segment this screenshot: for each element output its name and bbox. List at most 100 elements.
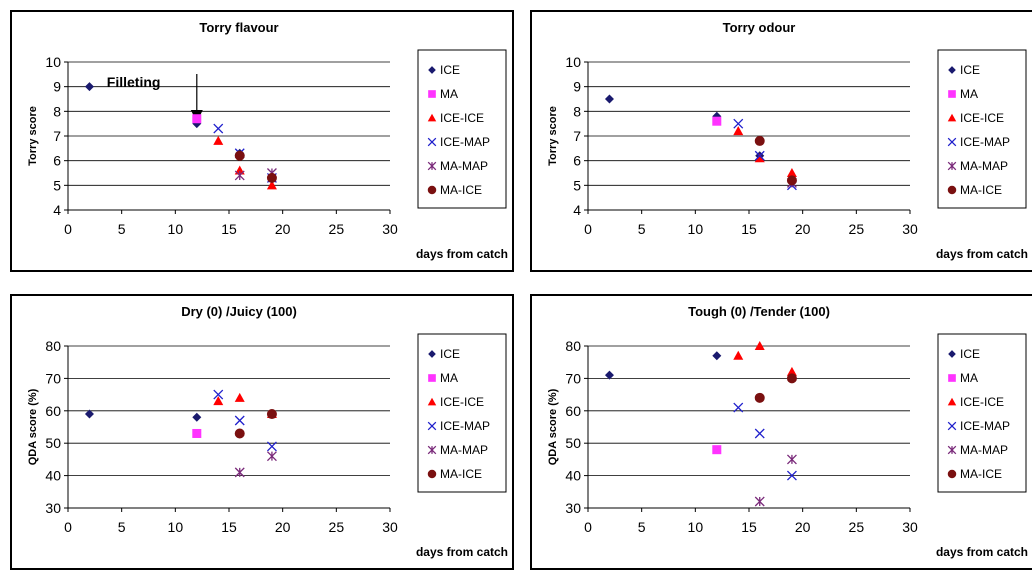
plot-area: [68, 346, 390, 508]
chart-title: Dry (0) /Juicy (100): [181, 304, 297, 319]
legend-marker: [427, 137, 437, 147]
y-tick-label: 80: [565, 338, 581, 354]
x-tick-label: 30: [382, 519, 398, 535]
x-tick-label: 0: [64, 221, 72, 237]
y-tick-label: 60: [565, 403, 581, 419]
data-point-ma-ice: [266, 172, 277, 183]
legend-box: [417, 333, 507, 493]
data-point-ma-ice: [266, 409, 277, 420]
data-point-ma: [192, 114, 202, 124]
legend-label: ICE-MAP: [440, 135, 490, 149]
x-tick-label: 20: [795, 519, 811, 535]
x-axis-label: days from catch: [416, 247, 508, 261]
legend-label: MA-ICE: [440, 183, 482, 197]
x-tick-label: 30: [902, 519, 918, 535]
data-point-ice: [604, 370, 614, 380]
y-tick-label: 10: [45, 54, 61, 70]
legend-label: MA-MAP: [960, 443, 1008, 457]
legend-marker: [947, 113, 957, 122]
data-point-ice-map: [213, 123, 224, 134]
data-point-ice-ice: [213, 396, 224, 406]
x-tick-label: 20: [275, 519, 291, 535]
legend-marker: [428, 374, 436, 382]
legend-label: ICE-ICE: [440, 111, 484, 125]
legend-marker: [948, 374, 956, 382]
x-tick-label: 15: [221, 519, 237, 535]
data-point-ice-ice: [234, 392, 245, 402]
legend-marker: [428, 66, 436, 74]
legend-label: ICE: [960, 347, 980, 361]
chart-svg: Torry odour 4 5 6 7 8 9 10 0 5 10 15 20 25 30 Torry sco…: [547, 20, 1028, 261]
legend-marker: [427, 397, 437, 406]
legend-marker: [947, 185, 957, 195]
legend-label: MA-ICE: [440, 467, 482, 481]
legend-label: ICE: [960, 63, 980, 77]
chart-svg: Dry (0) /Juicy (100) 30 40 50 60 70 80 0 5 10 15 20…: [27, 304, 508, 559]
legend-marker: [947, 469, 957, 479]
x-tick-label: 25: [849, 519, 865, 535]
legend-marker: [947, 445, 957, 455]
data-point-ma-ice: [234, 150, 245, 161]
chart-title: Torry flavour: [199, 20, 278, 35]
legend-marker: [948, 66, 956, 74]
legend-box: [417, 49, 507, 209]
y-tick-label: 10: [565, 54, 581, 70]
x-tick-label: 5: [118, 221, 126, 237]
x-tick-label: 25: [849, 221, 865, 237]
legend-marker: [427, 445, 437, 455]
data-point-ice-map: [786, 470, 797, 481]
x-axis-label: days from catch: [416, 545, 508, 559]
data-point-ma: [192, 428, 202, 438]
legend-label: MA-ICE: [960, 467, 1002, 481]
x-tick-label: 25: [329, 519, 345, 535]
data-point-ice: [604, 94, 614, 104]
legend-label: MA: [440, 87, 458, 101]
data-point-ice-map: [266, 441, 277, 452]
y-tick-label: 8: [573, 103, 581, 119]
legend-marker: [427, 185, 437, 195]
x-tick-label: 30: [382, 221, 398, 237]
legend-marker: [427, 469, 437, 479]
chart-svg: Tough (0) /Tender (100) 30 40 50 60 70 80 0 5 10 1…: [547, 304, 1028, 559]
y-tick-label: 6: [573, 153, 581, 169]
x-tick-label: 10: [688, 519, 704, 535]
chart-title: Tough (0) /Tender (100): [688, 304, 830, 319]
x-tick-label: 15: [741, 519, 757, 535]
legend-marker: [947, 397, 957, 406]
data-point-ice-map: [234, 415, 245, 426]
x-tick-label: 5: [638, 519, 646, 535]
chart-panel-torry-odour: Torry odour 4 5 6 7 8 9 10 0 5 10 15 20 25 30 Torry sco…: [530, 10, 1032, 272]
data-point-ma-ice: [786, 373, 797, 384]
y-tick-label: 80: [45, 338, 61, 354]
data-point-ice-map: [733, 402, 744, 413]
annotation-text: Filleting: [107, 74, 161, 90]
chart-svg: Torry flavour 4 5 6 7 8 9 10 0 5 10 15 20 25 30 Torry s…: [27, 20, 508, 261]
y-tick-label: 9: [53, 79, 61, 95]
data-point-ice-ice: [754, 341, 765, 350]
legend-marker: [427, 161, 437, 171]
legend-label: ICE-ICE: [960, 111, 1004, 125]
x-axis-label: days from catch: [936, 545, 1028, 559]
y-tick-label: 6: [53, 153, 61, 169]
chart-panel-torry-flavour: Torry flavour 4 5 6 7 8 9 10 0 5 10 15 20 25 30 Torry s…: [10, 10, 514, 272]
y-tick-label: 5: [53, 177, 61, 193]
x-axis-label: days from catch: [936, 247, 1028, 261]
data-point-ice-map: [754, 150, 765, 161]
y-axis-label: QDA score (%): [547, 388, 559, 465]
legend-marker: [947, 137, 957, 147]
data-point-ice-map: [754, 428, 765, 439]
legend-label: ICE-MAP: [960, 135, 1010, 149]
data-point-ma-map: [754, 496, 765, 507]
y-tick-label: 70: [565, 370, 581, 386]
legend-label: MA-ICE: [960, 183, 1002, 197]
y-tick-label: 30: [45, 500, 61, 516]
data-point-ice-ice: [786, 168, 797, 177]
data-point-ice-ice: [786, 366, 797, 376]
y-tick-label: 30: [565, 500, 581, 516]
data-point-ice-ice: [733, 350, 744, 360]
x-tick-label: 30: [902, 221, 918, 237]
data-point-ma-map: [266, 451, 277, 462]
data-point-ma-map: [234, 170, 245, 181]
data-point-ma-ice: [234, 428, 245, 439]
y-tick-label: 8: [53, 103, 61, 119]
